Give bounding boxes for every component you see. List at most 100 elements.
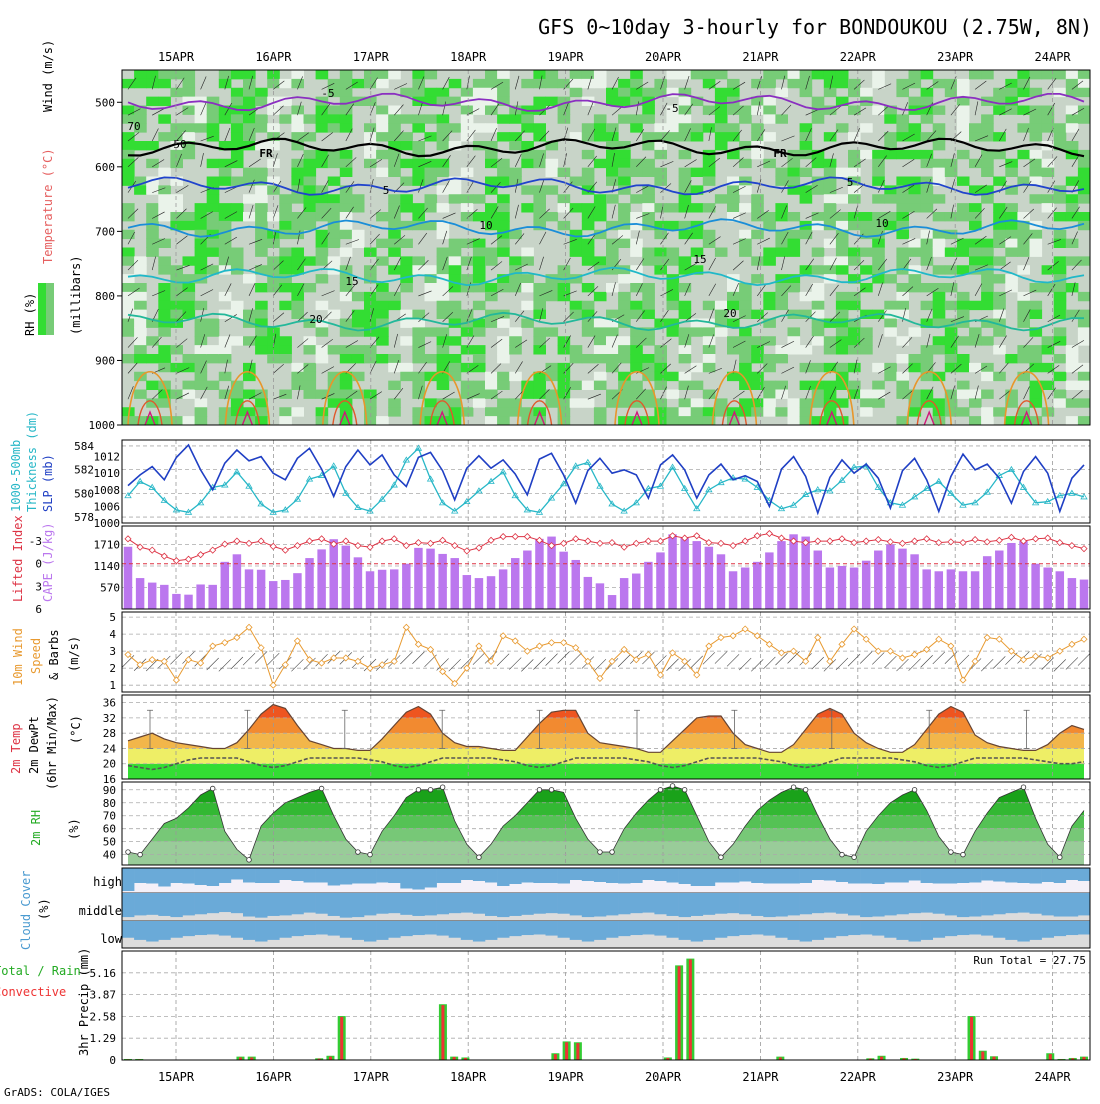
wind-barb xyxy=(708,206,716,219)
lifted-point xyxy=(681,534,689,542)
rh-cell xyxy=(1017,407,1030,417)
cloud-bar xyxy=(1077,868,1091,881)
rh-cell xyxy=(424,327,438,337)
rh-cell xyxy=(848,345,861,355)
wind-barb xyxy=(1047,283,1056,297)
cloud-bar xyxy=(364,921,377,942)
rh-cell xyxy=(932,229,946,240)
rh-cell xyxy=(364,274,377,284)
rh-cell xyxy=(581,78,595,89)
rh-cell xyxy=(811,185,825,195)
rh-cell xyxy=(497,96,510,106)
rh-cell xyxy=(1053,283,1067,293)
rh-cell xyxy=(533,300,546,311)
wind-barb xyxy=(515,130,525,142)
precip-conv-bar xyxy=(328,1056,332,1060)
rh-cell xyxy=(835,70,849,80)
rh-cell xyxy=(1077,212,1091,222)
rh-cell xyxy=(581,220,595,231)
rh-cell xyxy=(364,389,377,399)
thickness-point xyxy=(717,478,725,486)
rh-frame xyxy=(121,781,1091,866)
rh-cell xyxy=(969,212,982,222)
thickness-point xyxy=(741,475,749,482)
wind-barb xyxy=(418,385,423,400)
rh-cell xyxy=(993,371,1006,382)
rh-cell xyxy=(134,141,147,151)
wind-barb xyxy=(805,75,810,90)
rh-cell xyxy=(920,318,934,328)
cloud-bar xyxy=(775,893,788,917)
rh-cell xyxy=(799,362,813,373)
wind-barb xyxy=(176,153,182,167)
rh-cell xyxy=(497,398,510,408)
rh-cell xyxy=(412,220,425,231)
rh-cell xyxy=(872,194,885,204)
rh-cell xyxy=(279,274,292,284)
rh-cell xyxy=(654,362,667,373)
thick-tick-label: 582 xyxy=(74,464,94,477)
hottest-plume xyxy=(241,410,254,426)
wind-barb xyxy=(442,311,454,322)
rh-cell xyxy=(630,416,643,426)
wind-speed-point xyxy=(596,674,604,682)
cloud-bar xyxy=(593,893,607,917)
cloud-bar xyxy=(981,921,994,936)
cloud-bar xyxy=(448,893,462,914)
cape-bar xyxy=(765,552,774,609)
surface-barb xyxy=(533,657,546,670)
rh-cell xyxy=(860,283,873,293)
wind-barb xyxy=(539,290,553,297)
rh-cell xyxy=(739,185,752,195)
rh-cell xyxy=(521,274,534,284)
rh-cell xyxy=(569,176,583,186)
rh-cell xyxy=(485,389,498,399)
rh-cell xyxy=(255,407,268,417)
thick-title-b: Thickness (dm) xyxy=(25,411,39,512)
rh-cell xyxy=(122,407,135,417)
cloud-bar xyxy=(545,868,558,883)
rh-cell xyxy=(424,291,438,302)
rh-cell xyxy=(255,123,268,133)
rh-cell xyxy=(315,123,329,133)
rh-cell xyxy=(472,212,486,222)
rh-cell xyxy=(1029,132,1043,142)
cloud-bar xyxy=(618,921,631,937)
rh-cell xyxy=(182,149,196,160)
date-label-bottom: 23APR xyxy=(937,1070,974,1084)
cloud-bar xyxy=(134,868,147,883)
wind-title-a: 10m Wind xyxy=(11,628,25,686)
wind-barb xyxy=(272,205,279,219)
wind-barb xyxy=(200,135,214,142)
rh-cell xyxy=(751,123,764,133)
wind-barb xyxy=(732,129,742,142)
rh-cell xyxy=(884,194,897,204)
rh-cell xyxy=(545,96,559,106)
wind-barb xyxy=(345,206,354,219)
rh-cell xyxy=(1041,114,1055,124)
rh-cell xyxy=(993,256,1006,266)
rh-cell xyxy=(1029,398,1043,408)
rh-cell xyxy=(606,96,619,106)
wind-barb xyxy=(757,160,771,168)
y-tick-label: 800 xyxy=(95,290,115,303)
rh-cell xyxy=(763,407,776,417)
thickness-point xyxy=(414,444,423,451)
rh-cell xyxy=(751,105,764,115)
wind-barb xyxy=(418,290,432,297)
lifted-point xyxy=(1056,539,1064,547)
rh-cell xyxy=(158,96,171,106)
rh-cell xyxy=(557,220,571,231)
rh-cell xyxy=(134,416,147,426)
cloud-bar xyxy=(969,921,982,935)
rh-cell xyxy=(751,345,764,355)
wind-barb xyxy=(950,104,960,116)
rh-cell xyxy=(497,70,510,80)
date-label-top: 22APR xyxy=(840,50,877,64)
rh-cell xyxy=(678,167,692,177)
wind-barb xyxy=(539,75,543,90)
wind-barb xyxy=(394,83,408,90)
upper-rh-title: RH (%) xyxy=(23,293,37,336)
wind-speed-point xyxy=(862,635,870,643)
